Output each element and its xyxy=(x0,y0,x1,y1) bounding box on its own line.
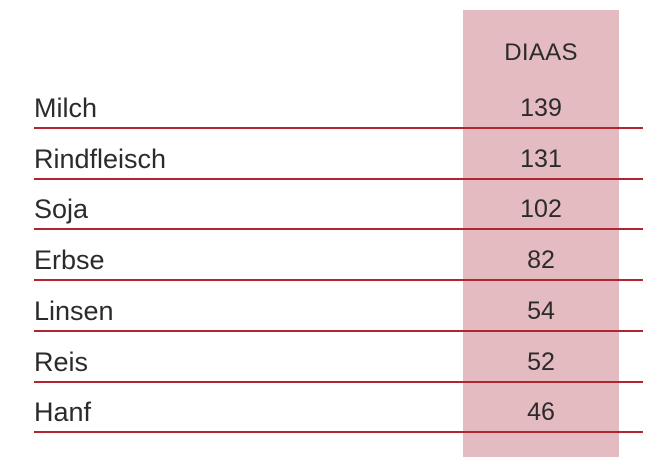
row-value: 54 xyxy=(527,296,555,325)
table-row: Hanf 46 xyxy=(0,387,666,437)
row-value: 102 xyxy=(520,195,562,224)
row-label: Erbse xyxy=(34,245,105,276)
row-label: Reis xyxy=(34,346,89,377)
diaas-column-header: DIAAS xyxy=(504,39,578,66)
row-label: Linsen xyxy=(34,295,114,326)
table-row: Reis 52 xyxy=(0,337,666,387)
row-label: Soja xyxy=(34,194,89,225)
row-divider xyxy=(34,329,643,332)
row-divider xyxy=(34,127,643,129)
row-divider xyxy=(34,431,643,434)
row-label: Rindfleisch xyxy=(34,143,167,174)
table-row: Linsen 54 xyxy=(0,286,666,336)
row-value: 82 xyxy=(527,246,555,275)
table-row: Milch 139 xyxy=(0,83,666,133)
diaas-column-highlight xyxy=(463,10,619,457)
table-row: Soja 102 xyxy=(0,184,666,234)
table-row: Rindfleisch 131 xyxy=(0,134,666,184)
row-divider xyxy=(34,279,643,282)
row-divider xyxy=(34,228,643,231)
row-value: 46 xyxy=(527,398,555,427)
row-value: 52 xyxy=(527,347,555,376)
table-row: Erbse 82 xyxy=(0,235,666,285)
row-divider xyxy=(34,177,643,180)
row-value: 139 xyxy=(520,94,562,122)
row-divider xyxy=(34,380,643,383)
row-value: 131 xyxy=(520,144,562,173)
row-label: Milch xyxy=(34,93,98,123)
row-label: Hanf xyxy=(34,397,92,428)
